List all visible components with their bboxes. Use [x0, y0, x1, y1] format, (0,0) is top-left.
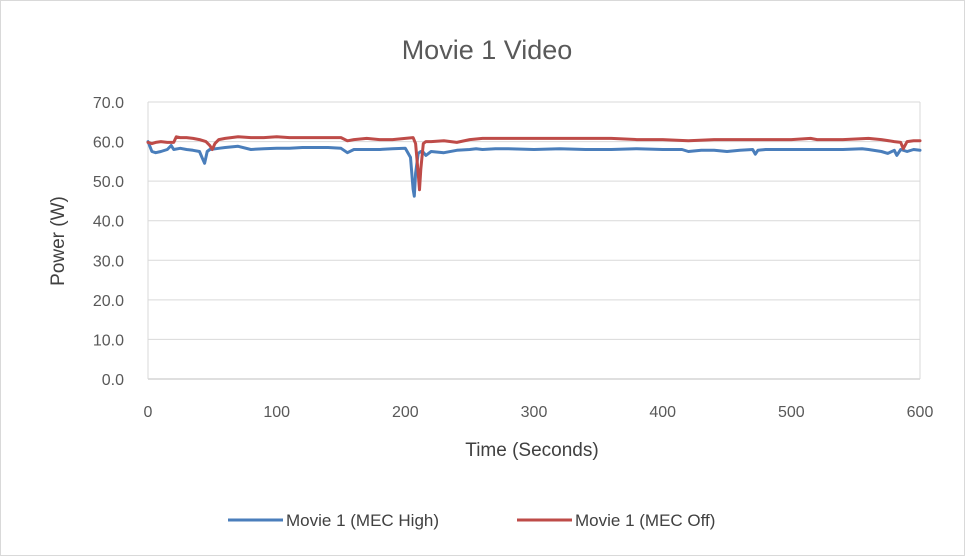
legend: Movie 1 (MEC High) Movie 1 (MEC Off) [228, 511, 715, 530]
x-tick-label: 200 [392, 404, 419, 421]
y-tick-label: 40.0 [93, 214, 124, 231]
y-tick-label: 10.0 [93, 332, 124, 349]
x-axis-title: Time (Seconds) [465, 440, 598, 461]
x-tick-label: 400 [649, 404, 676, 421]
series-line-1 [146, 140, 922, 198]
x-tick-label: 100 [263, 404, 290, 421]
y-tick-label: 50.0 [93, 174, 124, 191]
chart-title: Movie 1 Video [402, 35, 573, 65]
x-tick-label: 600 [907, 404, 934, 421]
y-tick-label: 60.0 [93, 135, 124, 152]
series-line-2 [146, 135, 922, 192]
x-tick-label: 500 [778, 404, 805, 421]
legend-label-2: Movie 1 (MEC Off) [575, 511, 715, 530]
y-tick-label: 30.0 [93, 253, 124, 270]
y-axis-title: Power (W) [48, 196, 69, 286]
y-axis-ticks: 0.0 10.0 20.0 30.0 40.0 50.0 60.0 70.0 [93, 95, 124, 389]
legend-label-1: Movie 1 (MEC High) [286, 511, 439, 530]
gridlines [147, 101, 921, 380]
x-tick-label: 0 [144, 404, 153, 421]
x-axis-ticks: 0 100 200 300 400 500 600 [144, 404, 934, 421]
y-tick-label: 70.0 [93, 95, 124, 112]
y-tick-label: 0.0 [102, 372, 124, 389]
y-tick-label: 20.0 [93, 293, 124, 310]
plot-series [146, 135, 922, 198]
x-tick-label: 300 [521, 404, 548, 421]
